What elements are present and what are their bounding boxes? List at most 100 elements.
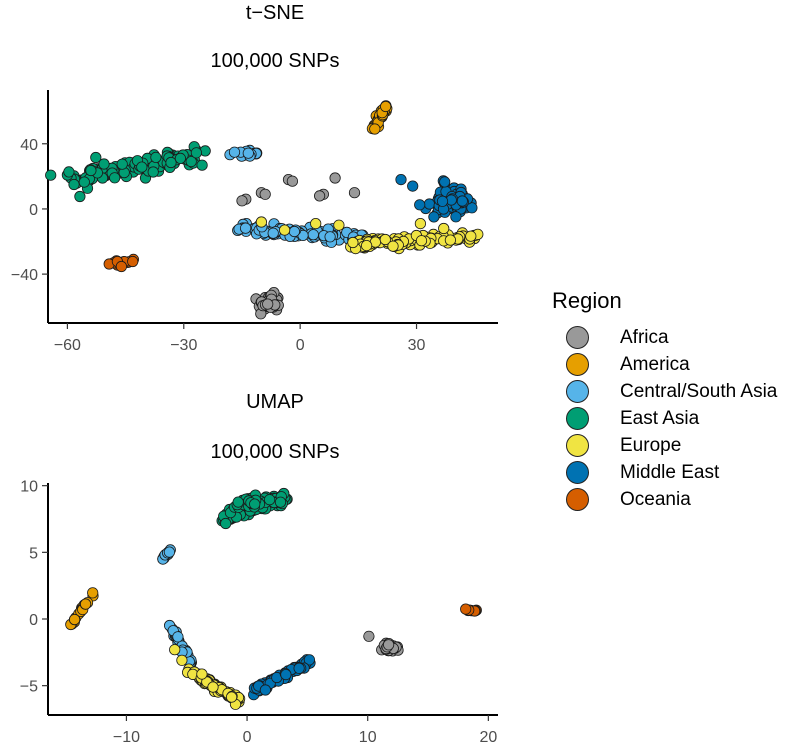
- legend-item: Oceania: [552, 486, 805, 513]
- data-point: [69, 613, 81, 626]
- legend-label: Central/South Asia: [620, 380, 778, 402]
- y-tick-label: 5: [29, 545, 38, 562]
- legend-item: Middle East: [552, 459, 805, 486]
- data-point: [329, 172, 341, 184]
- data-point: [363, 630, 375, 642]
- data-point: [414, 199, 426, 211]
- y-tick-label: 0: [29, 202, 38, 219]
- tsne-plot: −60 −30 0 30 −40 0 40: [11, 90, 498, 354]
- data-point: [303, 654, 315, 666]
- legend: Region Africa America Central/South Asia Ea…: [552, 288, 805, 513]
- legend-label: Europe: [620, 434, 682, 456]
- chart-title: UMAP: [246, 391, 304, 413]
- data-point: [78, 176, 90, 188]
- data-point: [428, 211, 440, 223]
- y-tick-label: 10: [20, 479, 38, 496]
- data-point: [228, 146, 241, 158]
- data-point: [207, 681, 219, 693]
- data-point: [278, 224, 291, 236]
- x-tick-label: 20: [479, 729, 497, 746]
- legend-swatch: [566, 380, 589, 403]
- y-tick-label: −5: [20, 679, 38, 696]
- data-point: [85, 164, 97, 177]
- x-tick-label: −30: [170, 337, 197, 354]
- data-point: [68, 178, 80, 191]
- legend-swatch: [566, 326, 589, 349]
- data-point: [369, 123, 381, 135]
- data-point: [165, 156, 177, 169]
- data-point: [190, 147, 202, 159]
- data-point: [147, 166, 159, 178]
- legend-title: Region: [552, 288, 622, 313]
- data-point: [236, 195, 248, 207]
- data-point: [379, 233, 391, 246]
- legend-item: America: [552, 351, 805, 378]
- data-point: [45, 169, 57, 181]
- data-point: [274, 496, 287, 508]
- data-point: [98, 158, 110, 170]
- data-point: [288, 225, 300, 238]
- data-point: [255, 216, 267, 228]
- data-point: [310, 218, 322, 230]
- data-point: [460, 603, 472, 615]
- data-point: [324, 231, 336, 243]
- data-point: [115, 260, 128, 273]
- data-point: [267, 227, 279, 239]
- data-point: [444, 234, 456, 246]
- data-point: [163, 546, 175, 558]
- legend-item: Europe: [552, 432, 805, 459]
- data-point: [90, 151, 102, 164]
- data-point: [74, 190, 86, 203]
- data-point: [242, 147, 254, 159]
- data-point: [232, 496, 244, 508]
- data-point: [333, 219, 345, 231]
- data-point: [348, 187, 361, 199]
- data-point: [240, 222, 252, 234]
- data-point: [259, 684, 271, 696]
- data-point: [185, 156, 197, 168]
- umap-plot: −10 0 10 20 −5 0 5 10: [20, 479, 498, 746]
- y-tick-label: 0: [29, 612, 38, 629]
- data-point: [87, 587, 99, 599]
- data-point: [450, 211, 462, 223]
- data-point: [226, 691, 238, 703]
- data-point: [407, 180, 419, 192]
- data-point: [293, 662, 305, 674]
- data-point: [176, 654, 188, 666]
- legend-swatch: [566, 461, 589, 484]
- legend-item: East Asia: [552, 405, 805, 432]
- data-point: [438, 222, 450, 235]
- data-point: [347, 236, 359, 249]
- x-tick-label: 10: [359, 729, 377, 746]
- legend-item: Africa: [552, 324, 805, 351]
- data-point: [380, 100, 392, 113]
- data-point: [196, 159, 208, 171]
- legend-item: Central/South Asia: [552, 378, 805, 405]
- data-point: [127, 255, 139, 268]
- legend-swatch: [566, 434, 589, 457]
- data-point: [456, 195, 468, 207]
- data-point: [249, 498, 261, 510]
- data-point: [436, 195, 449, 207]
- data-point: [109, 172, 121, 184]
- legend-swatch: [566, 353, 589, 376]
- legend-label: Middle East: [620, 461, 720, 483]
- data-point: [63, 166, 75, 178]
- legend-swatch: [566, 488, 589, 511]
- x-tick-label: −60: [54, 337, 81, 354]
- data-point: [313, 190, 326, 202]
- y-tick-label: −40: [11, 267, 38, 284]
- data-point: [466, 202, 478, 214]
- data-point: [415, 235, 428, 247]
- data-point: [439, 176, 451, 188]
- chart-title: t−SNE: [245, 2, 305, 24]
- x-tick-label: −10: [113, 729, 140, 746]
- data-point: [262, 298, 274, 310]
- data-point: [382, 639, 395, 651]
- data-point: [136, 161, 148, 173]
- data-point: [259, 188, 271, 200]
- data-point: [307, 229, 319, 241]
- data-point: [423, 198, 435, 210]
- data-point: [116, 158, 128, 170]
- legend-label: East Asia: [620, 407, 700, 429]
